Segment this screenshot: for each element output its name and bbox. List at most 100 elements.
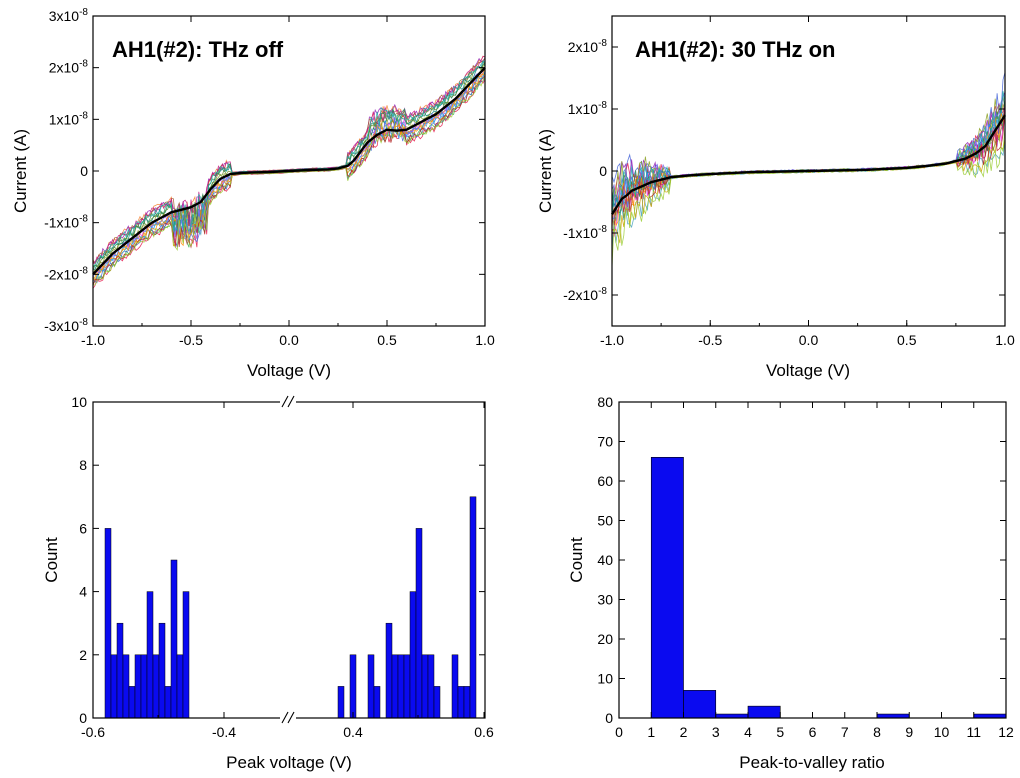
histogram-bar [427, 654, 435, 719]
x-tick-label: 1.0 [995, 332, 1015, 348]
sweep-line [611, 103, 1006, 228]
sweep-line [611, 134, 1006, 244]
histogram-bar [140, 654, 148, 719]
sweep-line [611, 72, 1006, 185]
sweep-line [92, 68, 486, 279]
x-tick-label: 12 [998, 724, 1014, 740]
x-tick-label: 0.5 [377, 332, 397, 348]
sweep-line [611, 91, 1006, 208]
histogram-bar [349, 654, 357, 719]
x-tick-label: 1.0 [475, 332, 495, 348]
histogram-bar [128, 686, 136, 719]
sweep-line [92, 67, 486, 281]
y-tick-label: 0 [79, 710, 87, 726]
y-tick-label: 50 [597, 513, 613, 529]
histogram-bar [433, 686, 441, 719]
individual-sweeps [92, 55, 486, 289]
x-tick-label: -0.5 [179, 332, 203, 348]
x-tick-label: 0.5 [897, 332, 917, 348]
average-iv-curve [92, 66, 486, 276]
histogram-bar [110, 654, 118, 719]
x-axis-label: Voltage (V) [247, 361, 331, 380]
x-tick-label: 0 [615, 724, 623, 740]
y-tick-label: 3x10-8 [49, 7, 89, 24]
x-tick-label: -0.4 [212, 724, 236, 740]
sweep-line [611, 99, 1006, 202]
y-tick-label: 0 [599, 163, 607, 179]
histogram-bar [176, 654, 184, 719]
histogram-bar [152, 654, 160, 719]
y-tick-label: -2x10-8 [563, 286, 607, 303]
x-tick-label: 9 [905, 724, 913, 740]
x-tick-label: -0.5 [698, 332, 722, 348]
sweep-line [611, 109, 1006, 226]
sweep-line [92, 63, 486, 272]
histogram-bar [164, 686, 172, 719]
sweep-line [92, 76, 486, 286]
y-tick-label: 0 [605, 710, 613, 726]
y-tick-label: 30 [597, 592, 613, 608]
histogram-bar [122, 654, 130, 719]
y-tick-label: 8 [79, 457, 87, 473]
axis-ticks: -0.6 -0.4 0.4 0.6 0 2 4 6 8 10 [71, 394, 494, 740]
histogram-bar [403, 654, 411, 719]
x-axis-label: Peak-to-valley ratio [739, 753, 885, 772]
y-tick-label: 0 [80, 163, 88, 179]
histogram-bar [391, 654, 399, 719]
y-tick-label: 10 [71, 394, 87, 410]
histogram-bar [747, 705, 781, 719]
sweep-line [611, 96, 1006, 222]
histogram-bars [104, 496, 477, 719]
histogram-bar [373, 686, 381, 719]
y-tick-label: 70 [597, 434, 613, 450]
x-tick-label: 3 [712, 724, 720, 740]
x-tick-label: -0.6 [81, 724, 105, 740]
x-tick-label: 5 [776, 724, 784, 740]
histogram-bar [367, 654, 375, 719]
y-axis-label: Count [567, 537, 586, 583]
sweep-line [611, 94, 1006, 207]
y-axis-label: Current (A) [11, 129, 30, 213]
sweep-line [92, 71, 486, 281]
chart-title: AH1(#2): THz off [112, 37, 284, 62]
x-axis-label: Voltage (V) [766, 361, 850, 380]
histogram-bar [158, 622, 166, 719]
histogram-bar [116, 622, 124, 719]
x-tick-label: 6 [809, 724, 817, 740]
sweep-line [611, 98, 1006, 201]
y-tick-label: 6 [79, 520, 87, 536]
y-tick-label: -1x10-8 [44, 214, 88, 231]
x-tick-label: 2 [680, 724, 688, 740]
histogram-bar [463, 686, 471, 719]
x-tick-label: 0.4 [343, 724, 363, 740]
histogram-bar [337, 686, 345, 719]
x-tick-label: 0.0 [279, 332, 299, 348]
x-tick-label: 8 [873, 724, 881, 740]
sweep-line [92, 75, 486, 287]
sweep-line [611, 91, 1006, 215]
x-tick-label: 10 [934, 724, 950, 740]
y-tick-label: -1x10-8 [563, 224, 607, 241]
sweep-line [611, 140, 1006, 252]
y-tick-label: 2 [79, 647, 87, 663]
sweep-line [92, 70, 486, 282]
y-tick-label: 40 [597, 552, 613, 568]
y-tick-label: 20 [597, 631, 613, 647]
sweep-line [92, 76, 486, 284]
x-tick-label: 0.6 [474, 724, 494, 740]
x-tick-label: 0.0 [799, 332, 819, 348]
histogram-bar [397, 654, 405, 719]
histogram-bar [409, 591, 417, 719]
y-tick-label: 2x10-8 [49, 59, 89, 76]
y-tick-label: 2x10-8 [568, 38, 608, 55]
x-tick-label: 7 [841, 724, 849, 740]
histogram-bar [650, 456, 684, 719]
histogram-bar [104, 528, 112, 719]
histogram-bar [451, 654, 459, 719]
histogram-bar [146, 591, 154, 719]
sweep-line [611, 126, 1006, 269]
histogram-bar [457, 686, 465, 719]
average-iv-curve [610, 114, 1007, 216]
x-tick-label: -1.0 [81, 332, 105, 348]
